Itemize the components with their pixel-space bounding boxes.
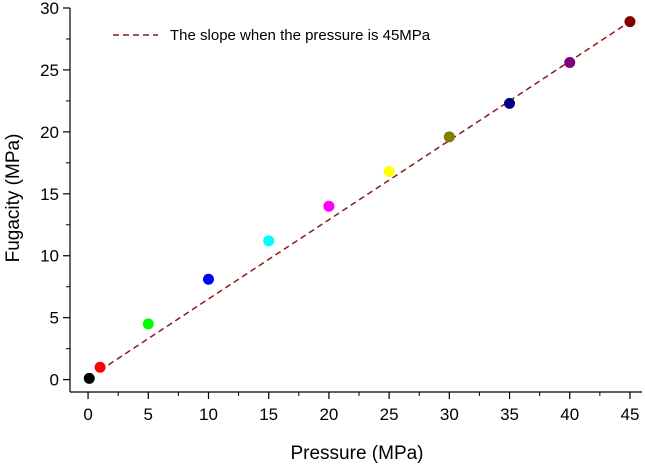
x-tick-labels: 0 5 10 15 20 25 30 35 40 45 [83, 405, 639, 424]
x-tick-label: 5 [144, 405, 153, 424]
y-axis-title: Fugacity (MPa) [3, 134, 24, 263]
data-point [323, 200, 335, 212]
x-tick-label: 10 [199, 405, 218, 424]
x-tick-label: 45 [620, 405, 639, 424]
data-point [263, 235, 275, 247]
data-point [202, 273, 214, 285]
data-point [504, 97, 516, 109]
slope-line [99, 20, 631, 371]
y-tick-label: 5 [50, 309, 59, 328]
x-axis-title: Pressure (MPa) [290, 443, 423, 464]
y-tick-label: 15 [40, 185, 59, 204]
x-tick-label: 40 [560, 405, 579, 424]
data-point [624, 16, 636, 28]
x-tick-label: 30 [440, 405, 459, 424]
y-tick-label: 10 [40, 247, 59, 266]
legend: The slope when the pressure is 45MPa [113, 27, 431, 44]
data-point [564, 57, 576, 69]
data-points [83, 16, 636, 384]
data-point [142, 318, 154, 330]
data-point [383, 166, 395, 178]
x-tick-label: 0 [83, 405, 92, 424]
data-point [83, 372, 95, 384]
data-point [443, 131, 455, 143]
minor-ticks [66, 38, 601, 396]
x-tick-label: 25 [380, 405, 399, 424]
x-tick-label: 20 [319, 405, 338, 424]
x-tick-label: 35 [500, 405, 519, 424]
x-tick-label: 15 [259, 405, 278, 424]
y-tick-label: 25 [40, 61, 59, 80]
major-ticks [63, 7, 631, 399]
y-tick-label: 20 [40, 123, 59, 142]
legend-label: The slope when the pressure is 45MPa [170, 27, 431, 44]
y-tick-label: 30 [40, 0, 59, 18]
y-tick-labels: 0 5 10 15 20 25 30 [40, 0, 59, 390]
y-tick-label: 0 [50, 371, 59, 390]
data-point [94, 361, 106, 373]
